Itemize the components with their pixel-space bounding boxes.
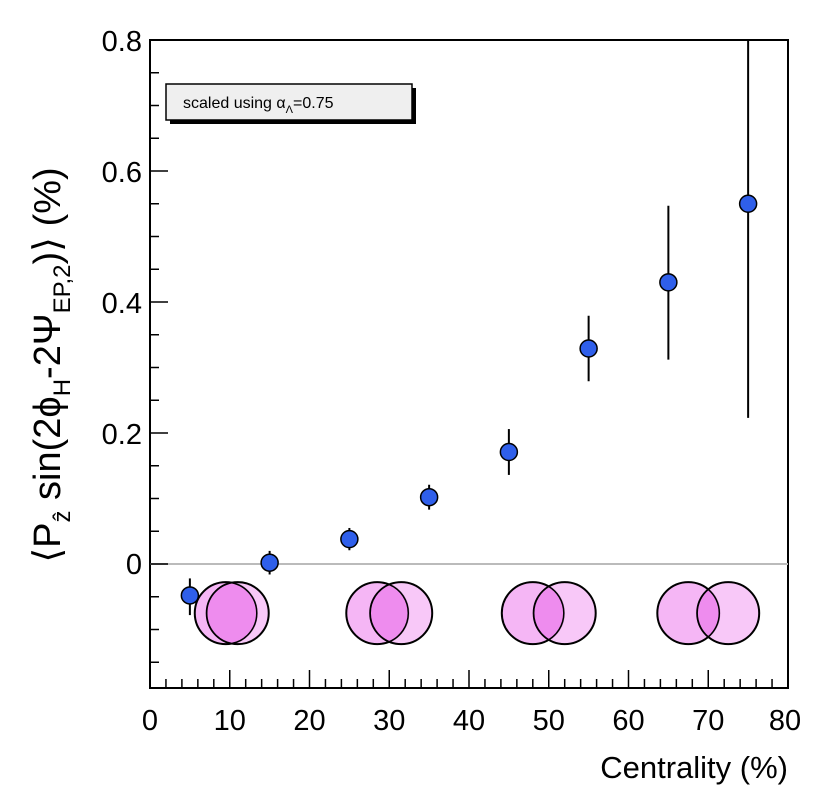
collision-icon bbox=[193, 581, 270, 646]
scaling-note-main: scaled using α bbox=[183, 95, 286, 112]
x-tick-label: 30 bbox=[373, 705, 405, 737]
collision-icon bbox=[500, 581, 597, 646]
data-point bbox=[340, 529, 359, 549]
collision-icons bbox=[193, 581, 761, 646]
y-label-close: )⟩ (%) bbox=[27, 167, 69, 264]
data-points bbox=[180, 194, 758, 605]
scaling-note-box bbox=[165, 83, 413, 121]
y-tick-label: 0.6 bbox=[102, 157, 142, 189]
y-axis-ticks bbox=[150, 39, 168, 663]
collision-icon bbox=[345, 581, 434, 646]
y-tick-label: 0 bbox=[126, 549, 142, 581]
x-tick-label: 50 bbox=[533, 705, 565, 737]
x-axis-ticks bbox=[149, 670, 789, 688]
x-tick-label: 20 bbox=[293, 705, 325, 737]
x-tick-label: 40 bbox=[453, 705, 485, 737]
y-tick-label: 0.8 bbox=[102, 26, 142, 58]
data-point bbox=[659, 273, 678, 292]
x-tick-label: 70 bbox=[692, 705, 724, 737]
scaling-note-sub: Λ bbox=[286, 104, 294, 116]
y-label-sub-z: ẑ bbox=[49, 511, 76, 523]
error-bars bbox=[188, 40, 750, 616]
overlap-region bbox=[532, 585, 565, 641]
y-label-mid2: -2Ψ bbox=[27, 313, 69, 379]
data-point bbox=[180, 586, 200, 605]
scaling-note-text: scaled using αΛ=0.75 bbox=[183, 95, 334, 116]
y-label-sub-ep: EP,2 bbox=[49, 264, 76, 313]
collision-icon bbox=[656, 581, 761, 646]
x-tick-label: 60 bbox=[612, 705, 644, 737]
x-tick-label: 10 bbox=[214, 705, 246, 737]
y-label-mid1: sin(2ϕ bbox=[27, 396, 69, 510]
data-point bbox=[419, 487, 439, 507]
x-tick-label: 0 bbox=[142, 705, 158, 737]
data-point bbox=[579, 339, 598, 358]
y-tick-label: 0.2 bbox=[102, 419, 142, 451]
data-point bbox=[499, 442, 519, 462]
data-point bbox=[260, 553, 279, 572]
overlap-region bbox=[369, 583, 410, 643]
x-tick-label: 80 bbox=[769, 705, 801, 737]
scaling-note: scaled using αΛ=0.75 bbox=[165, 83, 416, 124]
overlap-region bbox=[696, 588, 721, 638]
y-label-open: ⟨P bbox=[27, 523, 69, 563]
x-tick-labels: 0 10 20 30 40 50 60 70 80 bbox=[142, 705, 801, 737]
x-axis-title: Centrality (%) bbox=[600, 750, 788, 785]
overlap-region bbox=[206, 581, 258, 645]
y-axis-title: ⟨Pẑ sin(2ϕH-2ΨEP,2)⟩ (%) bbox=[27, 167, 76, 562]
y-tick-label: 0.4 bbox=[102, 288, 142, 320]
scaling-note-suffix: =0.75 bbox=[293, 95, 334, 112]
data-point bbox=[738, 194, 758, 213]
y-label-sub-h: H bbox=[49, 379, 76, 396]
y-tick-labels: 0 0.2 0.4 0.6 0.8 bbox=[102, 26, 142, 581]
